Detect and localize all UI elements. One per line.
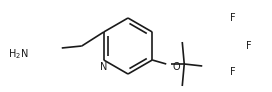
Text: F: F bbox=[230, 67, 236, 77]
Text: F: F bbox=[246, 41, 252, 51]
Text: H$_2$N: H$_2$N bbox=[8, 47, 28, 61]
Text: O: O bbox=[172, 62, 180, 72]
Text: N: N bbox=[100, 62, 108, 72]
Text: F: F bbox=[230, 13, 236, 23]
